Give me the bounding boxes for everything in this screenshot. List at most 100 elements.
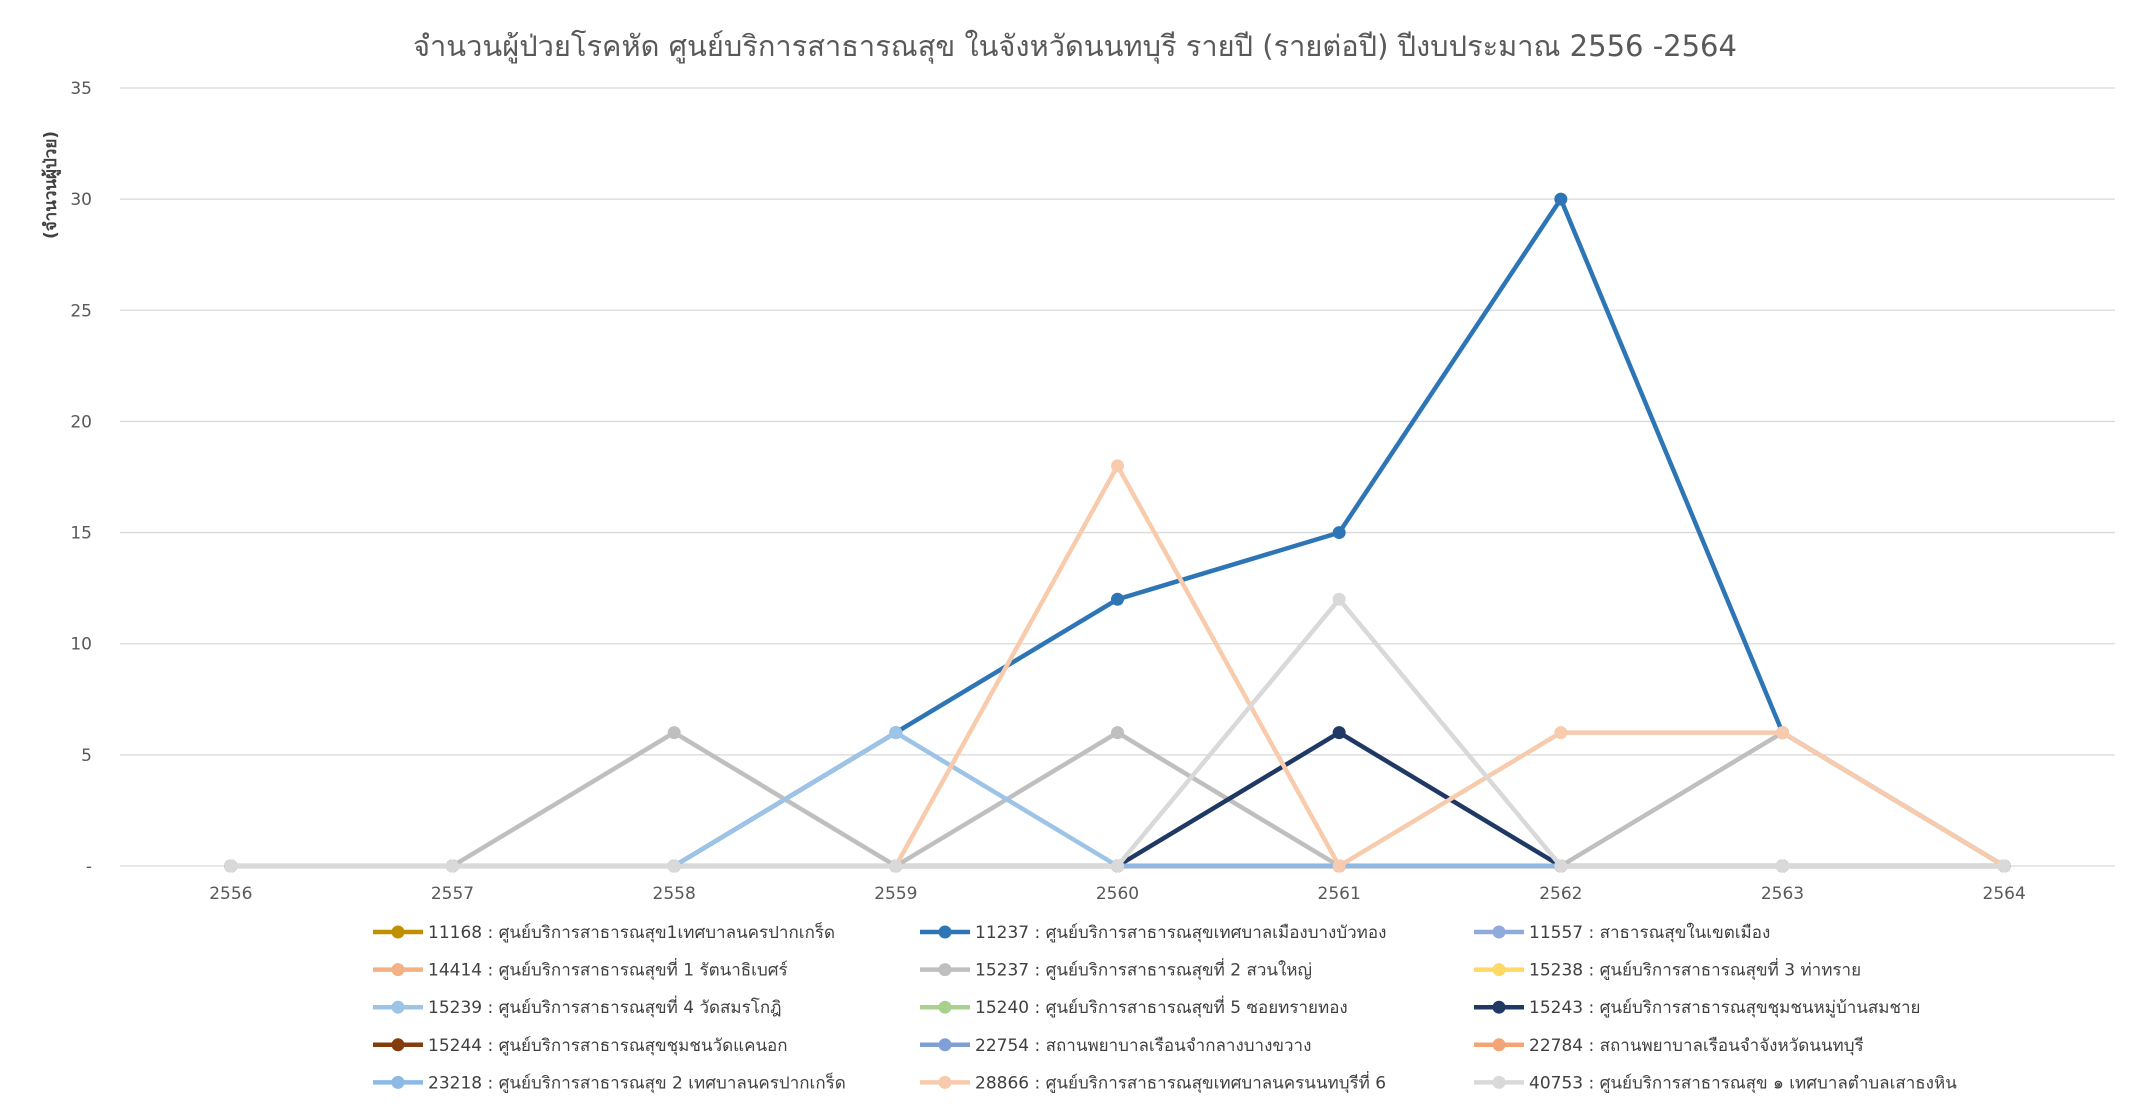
legend-label: 15244 : ศูนย์บริการสาธารณสุขชุมชนวัดแคนอ… <box>428 1036 788 1056</box>
legend-entry: 11557 : สาธารณสุขในเขตเมือง <box>1474 922 1770 943</box>
x-tick-label: 2561 <box>1318 884 1361 904</box>
x-tick-label: 2562 <box>1539 884 1582 904</box>
data-point <box>889 859 903 873</box>
legend-entry: 28866 : ศูนย์บริการสาธารณสุขเทศบาลนครนนท… <box>920 1070 1386 1093</box>
y-tick-label: 5 <box>81 746 92 766</box>
series-7 <box>224 726 2011 873</box>
data-point <box>1111 592 1124 606</box>
legend-swatch-marker <box>1492 963 1506 977</box>
data-point <box>1332 859 1346 873</box>
series-9 <box>224 726 2011 873</box>
data-point <box>1776 859 1789 873</box>
series-lines <box>224 192 2011 873</box>
series-15 <box>224 592 2011 873</box>
data-point <box>1111 726 1124 740</box>
x-tick-label: 2556 <box>209 884 252 904</box>
y-tick-label: 15 <box>70 524 92 544</box>
y-tick-label: 30 <box>70 190 92 210</box>
x-tick-label: 2563 <box>1761 884 1804 904</box>
y-tick-label: 20 <box>70 412 92 432</box>
legend-label: 15238 : ศูนย์บริการสาธารณสุขที่ 3 ท่าทรา… <box>1529 958 1861 981</box>
x-tick-label: 2558 <box>653 884 696 904</box>
legend-swatch-marker <box>938 1075 952 1089</box>
legend-entry: 15244 : ศูนย์บริการสาธารณสุขชุมชนวัดแคนอ… <box>373 1036 788 1056</box>
series-line <box>228 730 2007 869</box>
legend-label: 15239 : ศูนย์บริการสาธารณสุขที่ 4 วัดสมร… <box>428 995 782 1018</box>
data-point <box>1332 526 1346 540</box>
legend-entry: 15239 : ศูนย์บริการสาธารณสุขที่ 4 วัดสมร… <box>373 995 782 1018</box>
y-axis-ticks: - 5 10 15 20 25 30 35 <box>70 79 92 877</box>
legend-swatch-marker <box>1492 925 1506 939</box>
legend-label: 28866 : ศูนย์บริการสาธารณสุขเทศบาลนครนนท… <box>975 1070 1386 1093</box>
data-point <box>1776 726 1789 740</box>
legend-swatch-marker <box>391 963 405 977</box>
legend-swatch-marker <box>391 925 405 939</box>
legend-entry: 15237 : ศูนย์บริการสาธารณสุขที่ 2 สวนใหญ… <box>920 958 1312 981</box>
series-14 <box>224 459 2011 873</box>
legend-entry: 40753 : ศูนย์บริการสาธารณสุข ๑ เทศบาลตำบ… <box>1474 1073 1957 1093</box>
legend-swatch-marker <box>1492 1075 1506 1089</box>
x-tick-label: 2560 <box>1096 884 1139 904</box>
y-axis-label: (จำนวนผู้ป่วย) <box>41 131 62 239</box>
legend-entry: 15240 : ศูนย์บริการสาธารณสุขที่ 5 ซอยทรา… <box>920 995 1348 1018</box>
legend-label: 15240 : ศูนย์บริการสาธารณสุขที่ 5 ซอยทรา… <box>975 995 1348 1018</box>
data-point <box>1332 726 1346 740</box>
y-tick-label: 35 <box>70 79 92 99</box>
legend-swatch-marker <box>938 963 952 977</box>
legend-swatch-marker <box>938 925 952 939</box>
legend-label: 22784 : สถานพยาบาลเรือนจำจังหวัดนนทบุรี <box>1529 1036 1864 1056</box>
data-point <box>1554 192 1568 206</box>
x-tick-label: 2564 <box>1983 884 2026 904</box>
data-point <box>1554 726 1568 740</box>
x-tick-label: 2557 <box>431 884 474 904</box>
data-point <box>1332 592 1346 606</box>
legend-label: 23218 : ศูนย์บริการสาธารณสุข 2 เทศบาลนคร… <box>428 1071 846 1093</box>
data-point <box>1997 859 2011 873</box>
data-point <box>1554 859 1568 873</box>
data-point <box>667 859 681 873</box>
legend-entry: 14414 : ศูนย์บริการสาธารณสุขที่ 1 รัตนาธ… <box>373 958 788 981</box>
legend-label: 15237 : ศูนย์บริการสาธารณสุขที่ 2 สวนใหญ… <box>975 958 1312 981</box>
series-line <box>228 463 2007 869</box>
legend-entry: 11168 : ศูนย์บริการสาธารณสุข1เทศบาลนครปา… <box>373 921 835 943</box>
legend-label: 11557 : สาธารณสุขในเขตเมือง <box>1529 922 1770 943</box>
legend-label: 11237 : ศูนย์บริการสาธารณสุขเทศบาลเมืองบ… <box>975 923 1386 943</box>
legend-entry: 22784 : สถานพยาบาลเรือนจำจังหวัดนนทบุรี <box>1474 1036 1864 1056</box>
legend-label: 14414 : ศูนย์บริการสาธารณสุขที่ 1 รัตนาธ… <box>428 958 788 981</box>
legend-swatch-marker <box>1492 1000 1506 1014</box>
y-tick-label: 10 <box>70 635 92 655</box>
legend-entry: 15243 : ศูนย์บริการสาธารณสุขชุมชนหมู่บ้า… <box>1474 998 1921 1018</box>
legend-swatch-marker <box>938 1038 952 1052</box>
legend-entry: 22754 : สถานพยาบาลเรือนจำกลางบางขวาง <box>920 1036 1311 1056</box>
data-point <box>889 726 903 740</box>
series-line <box>228 730 2007 869</box>
legend-label: 15243 : ศูนย์บริการสาธารณสุขชุมชนหมู่บ้า… <box>1529 998 1921 1018</box>
legend-swatch-marker <box>1492 1038 1506 1052</box>
chart-title: จำนวนผู้ป่วยโรคหัด ศูนย์บริการสาธารณสุข … <box>413 29 1737 64</box>
legend-entry: 11237 : ศูนย์บริการสาธารณสุขเทศบาลเมืองบ… <box>920 923 1386 943</box>
data-point <box>446 859 459 873</box>
x-tick-label: 2559 <box>874 884 917 904</box>
legend-swatch-marker <box>938 1000 952 1014</box>
series-line <box>228 730 2007 869</box>
legend-entry: 15238 : ศูนย์บริการสาธารณสุขที่ 3 ท่าทรา… <box>1474 958 1861 981</box>
legend-swatch-marker <box>391 1000 405 1014</box>
x-axis-ticks: 2556 2557 2558 2559 2560 2561 2562 2563 2564 <box>209 884 2026 904</box>
legend-swatch-marker <box>391 1075 405 1089</box>
legend-swatch-marker <box>391 1038 405 1052</box>
gridlines <box>120 87 2115 867</box>
legend: 11168 : ศูนย์บริการสาธารณสุข1เทศบาลนครปา… <box>373 921 1957 1093</box>
data-point <box>1111 459 1124 473</box>
legend-label: 11168 : ศูนย์บริการสาธารณสุข1เทศบาลนครปา… <box>428 921 835 943</box>
data-point <box>224 859 238 873</box>
legend-label: 22754 : สถานพยาบาลเรือนจำกลางบางขวาง <box>975 1036 1311 1056</box>
y-tick-label: 25 <box>70 301 92 321</box>
y-tick-label: - <box>86 857 92 877</box>
legend-label: 40753 : ศูนย์บริการสาธารณสุข ๑ เทศบาลตำบ… <box>1529 1073 1957 1093</box>
data-point <box>667 726 681 740</box>
legend-entry: 23218 : ศูนย์บริการสาธารณสุข 2 เทศบาลนคร… <box>373 1071 846 1093</box>
data-point <box>1111 859 1124 873</box>
series-5 <box>224 726 2011 873</box>
